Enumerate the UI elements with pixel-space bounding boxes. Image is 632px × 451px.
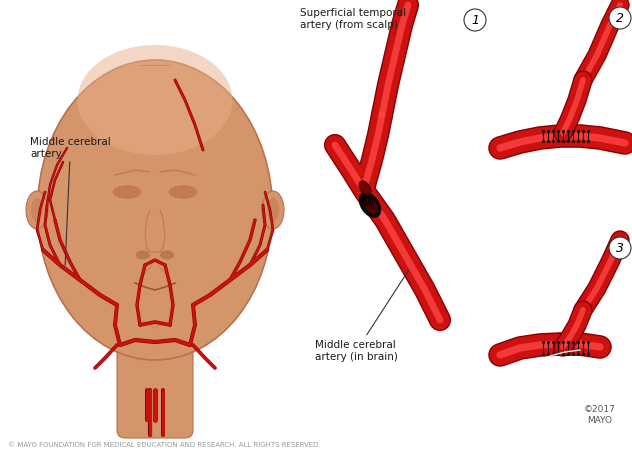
Text: Middle cerebral
artery: Middle cerebral artery (30, 137, 111, 265)
Circle shape (464, 9, 486, 31)
Ellipse shape (31, 198, 43, 222)
Ellipse shape (169, 185, 197, 198)
Ellipse shape (359, 181, 371, 195)
Ellipse shape (267, 198, 279, 222)
Ellipse shape (26, 191, 48, 229)
FancyBboxPatch shape (117, 337, 193, 438)
Text: 1: 1 (471, 14, 479, 27)
Circle shape (609, 7, 631, 29)
Ellipse shape (136, 250, 150, 259)
Ellipse shape (359, 193, 381, 217)
Ellipse shape (78, 45, 233, 155)
Circle shape (609, 237, 631, 259)
Text: ©2017
MAYO: ©2017 MAYO (584, 405, 616, 425)
Ellipse shape (160, 250, 174, 259)
Ellipse shape (262, 191, 284, 229)
Ellipse shape (364, 198, 378, 214)
Ellipse shape (37, 60, 272, 360)
Text: 3: 3 (616, 241, 624, 254)
Text: Middle cerebral
artery (in brain): Middle cerebral artery (in brain) (315, 270, 408, 362)
Text: 2: 2 (616, 11, 624, 24)
Ellipse shape (113, 185, 141, 198)
Text: Superficial temporal
artery (from scalp): Superficial temporal artery (from scalp) (300, 8, 406, 34)
Text: © MAYO FOUNDATION FOR MEDICAL EDUCATION AND RESEARCH. ALL RIGHTS RESERVED.: © MAYO FOUNDATION FOR MEDICAL EDUCATION … (8, 442, 320, 448)
